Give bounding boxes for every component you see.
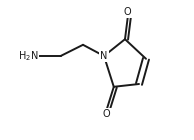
Text: N: N: [100, 51, 108, 61]
Text: H$_2$N: H$_2$N: [18, 49, 38, 63]
Text: O: O: [103, 109, 111, 119]
Text: O: O: [124, 7, 132, 17]
